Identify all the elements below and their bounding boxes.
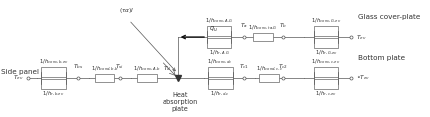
Bar <box>314 26 338 36</box>
Text: Heat
absorption
plate: Heat absorption plate <box>163 92 198 112</box>
Bar <box>314 38 338 48</box>
Text: $T_{ev}$: $T_{ev}$ <box>13 73 24 82</box>
Bar <box>314 67 338 77</box>
Text: $T_d$: $T_d$ <box>163 64 172 73</box>
Text: Side panel: Side panel <box>1 69 39 75</box>
Text: $1/h_{r,G\text{-}ev}$: $1/h_{r,G\text{-}ev}$ <box>315 49 338 57</box>
Bar <box>314 79 338 89</box>
Bar <box>41 79 66 89</box>
Bar <box>208 79 233 89</box>
Text: $T_{si}$: $T_{si}$ <box>115 62 124 71</box>
Text: $\circ T_{ev}$: $\circ T_{ev}$ <box>356 73 371 82</box>
Text: $1/h_{conv,A\text{-}G}$: $1/h_{conv,A\text{-}G}$ <box>205 17 233 25</box>
Text: $q_u$: $q_u$ <box>209 25 218 34</box>
Text: $1/h_{cond,c\text{-}c}$: $1/h_{cond,c\text{-}c}$ <box>256 64 283 73</box>
Text: $T_a$: $T_a$ <box>240 21 248 30</box>
Text: $T_{c1}$: $T_{c1}$ <box>239 62 249 71</box>
Text: Bottom plate: Bottom plate <box>358 55 405 60</box>
Bar <box>253 33 273 41</box>
Text: $T_{ev}$: $T_{ev}$ <box>356 33 367 42</box>
Text: $(\tau\alpha)I$: $(\tau\alpha)I$ <box>119 6 135 15</box>
Text: $1/h_{r,d\text{-}c}$: $1/h_{r,d\text{-}c}$ <box>210 90 230 98</box>
Text: $T_{c2}$: $T_{c2}$ <box>279 62 289 71</box>
Bar <box>208 67 233 77</box>
Text: $1/h_{conv,dc}$: $1/h_{conv,dc}$ <box>207 58 233 66</box>
Bar <box>207 38 231 48</box>
Text: $1/h_{r,A\text{-}G}$: $1/h_{r,A\text{-}G}$ <box>209 49 230 57</box>
Text: $1/h_{r,c\text{-}ev}$: $1/h_{r,c\text{-}ev}$ <box>315 90 337 98</box>
Text: $1/h_{conv,G\text{-}ev}$: $1/h_{conv,G\text{-}ev}$ <box>311 17 341 25</box>
Text: $T_b$: $T_b$ <box>279 21 287 30</box>
Text: Glass cover-plate: Glass cover-plate <box>358 14 420 20</box>
Text: $1/h_{conv,b\text{-}ev}$: $1/h_{conv,b\text{-}ev}$ <box>39 58 68 66</box>
Text: $1/h_{conv,A\text{-}b}$: $1/h_{conv,A\text{-}b}$ <box>133 64 161 73</box>
Bar <box>207 26 231 36</box>
Text: $1/h_{conv,c\text{-}ev}$: $1/h_{conv,c\text{-}ev}$ <box>311 58 341 66</box>
Bar <box>259 74 279 82</box>
Bar <box>41 67 66 77</box>
Text: $1/h_{cond,b\text{-}b}$: $1/h_{cond,b\text{-}b}$ <box>91 64 118 73</box>
Bar <box>138 74 157 82</box>
Bar <box>95 74 114 82</box>
Text: $T_{bs}$: $T_{bs}$ <box>73 62 83 71</box>
Text: $1/h_{r,b\text{-}ev}$: $1/h_{r,b\text{-}ev}$ <box>43 90 65 98</box>
Text: $1/h_{conv,ta\text{-}G}$: $1/h_{conv,ta\text{-}G}$ <box>249 23 278 32</box>
